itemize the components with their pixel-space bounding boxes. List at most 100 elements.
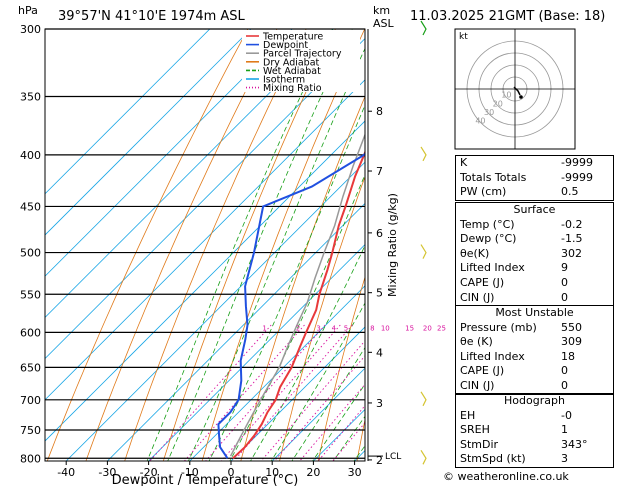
hodograph-title: Hodograph [504, 394, 565, 407]
isotherm-line [148, 244, 365, 461]
mixing-ratio-label: 15 [405, 324, 414, 332]
mixing-ratio-line [273, 355, 365, 461]
surface-row: CIN (J) 0 [460, 290, 568, 304]
temperature-tick-label: 10 [265, 466, 279, 479]
isotherm-line [106, 202, 365, 461]
legend-label: Dewpoint [263, 40, 308, 51]
wet-adiabat-line [208, 104, 365, 461]
mixing-ratio-label: 4 [332, 324, 337, 332]
isotherm-line [45, 29, 252, 236]
surface-row: Temp (°C) -0.2 [460, 217, 583, 231]
most-unstable-table: Most Unstable Pressure (mb) 550 θe (K) 309… [455, 305, 614, 395]
pressure-tick-label: 350 [20, 90, 41, 103]
legend-label: Temperature [262, 32, 323, 43]
wet-adiabat-line [291, 346, 365, 461]
hodograph-ring-label: 10 [501, 91, 511, 100]
hodograph-table: Hodograph EH -0 SREH 1 StmDir 343° StmSpd (… [455, 393, 614, 468]
pressure-tick-label: 650 [20, 361, 41, 374]
lcl-label: LCL [385, 452, 401, 462]
x-axis-title: Dewpoint / Temperature (°C) [112, 473, 299, 486]
mixing-ratio-line [332, 422, 365, 461]
mixing-ratio-label: 5 [344, 324, 348, 332]
temperature-tick-label: -10 [181, 466, 199, 479]
wind-barb [420, 146, 427, 162]
temperature-tick-label: -20 [140, 466, 158, 479]
isotherm-line [45, 29, 334, 318]
wet-adiabat-line [146, 29, 333, 461]
wind-barb [420, 20, 427, 36]
temperature-tick-label: 30 [348, 466, 362, 479]
hodograph-unit-label: kt [459, 32, 468, 42]
legend-label: Wet Adiabat [263, 66, 321, 77]
isotherm-line [189, 285, 365, 461]
hodograph-row: SREH 1 [460, 423, 568, 437]
dry-adiabat-line [201, 29, 365, 461]
mixing-ratio-line [299, 383, 365, 461]
surface-row: CAPE (J) 0 [460, 275, 568, 289]
dry-adiabat-line [317, 275, 365, 461]
dry-adiabat-line [240, 95, 365, 461]
location-title: 39°57'N 41°10'E 1974m ASL [58, 9, 246, 24]
hodograph-row: StmDir 343° [460, 437, 588, 451]
pressure-tick-label: 800 [20, 452, 41, 465]
temperature-tick-label: 20 [306, 466, 320, 479]
hodograph-ring-label: 20 [493, 99, 503, 108]
wet-adiabat-line [312, 383, 365, 461]
unstable-row: Pressure (mb) 550 [460, 320, 582, 334]
km-tick-label: 6 [376, 227, 383, 240]
hodograph-row: EH -0 [460, 408, 572, 422]
isotherm-line [45, 29, 211, 195]
unstable-row: θe (K) 309 [460, 335, 582, 349]
legend-label: Isotherm [263, 75, 305, 86]
datetime-title: 11.03.2025 21GMT (Base: 18) [410, 9, 605, 24]
temperature-tick-label: 0 [228, 466, 235, 479]
legend-label: Parcel Trajectory [263, 49, 342, 60]
pressure-tick-label: 300 [20, 23, 41, 36]
index-row: Totals Totals -9999 [460, 170, 593, 184]
km-tick-label: 7 [376, 165, 383, 178]
index-row: PW (cm) 0.5 [460, 185, 579, 199]
mixing-ratio-label: 8 [370, 324, 374, 332]
wind-barb [420, 244, 427, 259]
wind-barbs [420, 20, 427, 465]
asl-unit-label: ASL [373, 17, 395, 30]
legend-label: Mixing Ratio [263, 83, 322, 94]
km-tick-label: 5 [376, 287, 383, 300]
mixing-ratio-label: 3 [316, 324, 320, 332]
surface-row: Lifted Index 9 [460, 261, 568, 275]
temperature-tick-label: -30 [98, 466, 116, 479]
footer-credit: © weatheronline.co.uk [443, 470, 569, 483]
most-unstable-title: Most Unstable [495, 306, 574, 319]
pressure-tick-label: 550 [20, 288, 41, 301]
wet-adiabat-line [229, 173, 365, 461]
km-unit-label: km [373, 4, 390, 17]
mixing-ratio-label: 20 [423, 324, 432, 332]
index-row: K -9999 [460, 156, 593, 169]
km-tick-label: 4 [376, 346, 383, 359]
pressure-unit-label: hPa [18, 4, 38, 17]
km-tick-label: 8 [376, 105, 383, 118]
legend-box [242, 30, 360, 92]
pressure-tick-label: 750 [20, 424, 41, 437]
pressure-tick-label: 700 [20, 394, 41, 407]
dry-adiabat-line [124, 29, 307, 461]
unstable-row: CIN (J) 0 [460, 378, 568, 392]
mixing-ratio-axis-title: Mixing Ratio (g/kg) [386, 193, 399, 297]
wind-barb [420, 449, 427, 465]
temperature-line [232, 149, 365, 460]
dry-adiabat-line [46, 29, 249, 461]
legend-label: Dry Adiabat [263, 57, 320, 68]
pressure-tick-label: 400 [20, 149, 41, 162]
pressure-tick-label: 450 [20, 200, 41, 213]
pressure-tick-label: 500 [20, 247, 41, 260]
mixing-ratio-label: 10 [381, 324, 390, 332]
dry-adiabat-line [162, 29, 336, 461]
surface-table: Surface Temp (°C) -0.2 Dewp (°C) -1.5 θe(K… [455, 202, 614, 307]
parcel-trajectory-line [229, 132, 365, 457]
surface-row: Dewp (°C) -1.5 [460, 232, 583, 246]
unstable-row: CAPE (J) 0 [460, 364, 568, 378]
wet-adiabat-line [250, 244, 365, 461]
